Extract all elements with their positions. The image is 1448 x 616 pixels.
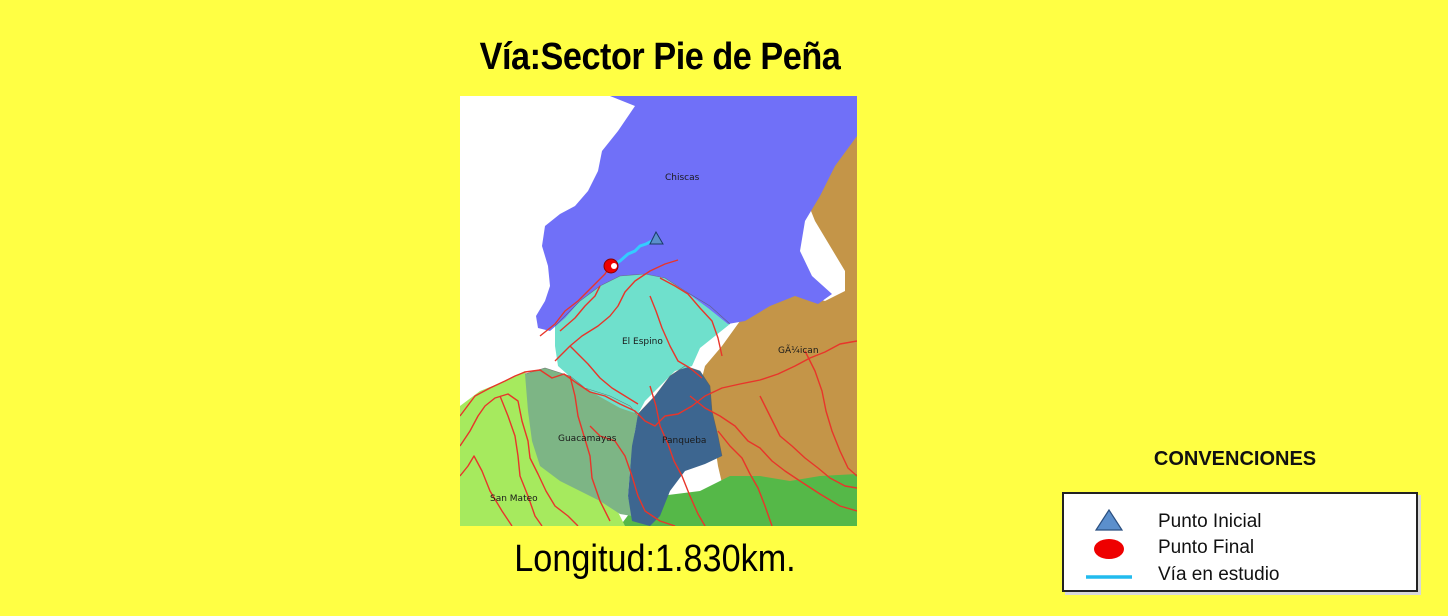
- label-chiscas: Chiscas: [665, 173, 700, 183]
- legend-item-start: Punto Inicial: [1064, 508, 1416, 534]
- region-panqueba: [628, 366, 722, 526]
- map-view[interactable]: Chiscas El Espino GÃ¼ican Guacamayas Pan…: [460, 96, 857, 526]
- line-icon: [1086, 575, 1132, 579]
- legend-label-route: Vía en estudio: [1158, 564, 1280, 585]
- triangle-icon: [1094, 508, 1124, 531]
- label-guacamayas: Guacamayas: [558, 434, 617, 444]
- map-title: Vía:Sector Pie de Peña: [479, 36, 841, 78]
- legend-label-end: Punto Final: [1158, 537, 1255, 558]
- legend-item-end: Punto Final: [1064, 534, 1416, 560]
- region-guican: [700, 126, 857, 526]
- red-dot-icon: [1094, 539, 1124, 559]
- end-point-center: [611, 263, 617, 269]
- region-guacamayas: [525, 368, 638, 516]
- road-network: [460, 259, 857, 526]
- region-south: [620, 474, 857, 526]
- region-chiscas: [536, 96, 857, 331]
- region-el-espino: [555, 274, 730, 414]
- legend-item-route: Vía en estudio: [1064, 561, 1416, 587]
- label-san-mateo: San Mateo: [490, 494, 538, 504]
- label-guican: GÃ¼ican: [778, 345, 819, 356]
- legend-box: Punto Inicial Punto Final Vía en estudio: [1062, 492, 1418, 592]
- label-panqueba: Panqueba: [662, 436, 706, 446]
- map-svg: Chiscas El Espino GÃ¼ican Guacamayas Pan…: [460, 96, 857, 526]
- label-el-espino: El Espino: [622, 337, 663, 347]
- route-length: Longitud:1.830km.: [514, 538, 796, 580]
- legend-label-start: Punto Inicial: [1158, 511, 1262, 532]
- start-point-icon[interactable]: [649, 230, 664, 245]
- legend-title: CONVENCIONES: [1153, 448, 1317, 470]
